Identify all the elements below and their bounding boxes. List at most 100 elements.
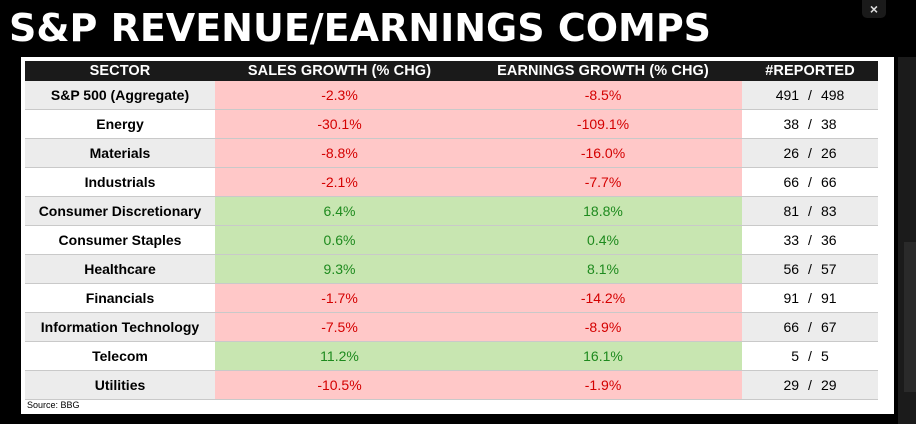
sector-cell: Information Technology xyxy=(25,312,215,342)
reported-separator: / xyxy=(808,377,812,393)
reported-count: 66 xyxy=(783,319,800,335)
sector-cell: S&P 500 (Aggregate) xyxy=(25,81,215,110)
reported-cell: 33 / 36 xyxy=(742,225,878,255)
column-header-earnings-growth: EARNINGS GROWTH (% CHG) xyxy=(464,61,742,81)
reported-total: 5 xyxy=(820,348,829,364)
reported-separator: / xyxy=(808,319,812,335)
table-row: Healthcare 9.3% 8.1% 56 / 57 xyxy=(25,254,878,284)
sales-growth-cell: -2.3% xyxy=(215,81,464,110)
earnings-growth-cell: -7.7% xyxy=(464,167,742,197)
reported-separator: / xyxy=(808,232,812,248)
reported-cell: 66 / 66 xyxy=(742,167,878,197)
earnings-growth-cell: -8.5% xyxy=(464,81,742,110)
column-header-sector: SECTOR xyxy=(25,61,215,81)
table-row: Utilities -10.5% -1.9% 29 / 29 xyxy=(25,370,878,400)
earnings-growth-cell: -14.2% xyxy=(464,283,742,313)
reported-count: 29 xyxy=(783,377,800,393)
reported-separator: / xyxy=(808,145,812,161)
reported-separator: / xyxy=(808,290,812,306)
reported-cell: 491 / 498 xyxy=(742,81,878,110)
reported-total: 38 xyxy=(820,116,837,132)
column-header-sales-growth: SALES GROWTH (% CHG) xyxy=(215,61,464,81)
earnings-growth-cell: -8.9% xyxy=(464,312,742,342)
reported-separator: / xyxy=(808,261,812,277)
earnings-growth-cell: -16.0% xyxy=(464,138,742,168)
sales-growth-cell: -7.5% xyxy=(215,312,464,342)
reported-count: 66 xyxy=(783,174,800,190)
reported-count: 91 xyxy=(783,290,800,306)
reported-cell: 91 / 91 xyxy=(742,283,878,313)
earnings-growth-cell: -109.1% xyxy=(464,109,742,139)
background-scroll-strip xyxy=(904,242,916,392)
earnings-growth-cell: -1.9% xyxy=(464,370,742,400)
sales-growth-cell: 6.4% xyxy=(215,196,464,226)
reported-count: 5 xyxy=(791,348,800,364)
reported-separator: / xyxy=(808,348,812,364)
reported-total: 29 xyxy=(820,377,837,393)
close-icon[interactable]: × xyxy=(862,0,886,18)
sales-growth-cell: -10.5% xyxy=(215,370,464,400)
sales-growth-cell: 9.3% xyxy=(215,254,464,284)
table-row: Consumer Discretionary 6.4% 18.8% 81 / 83 xyxy=(25,196,878,226)
reported-separator: / xyxy=(808,203,812,219)
sector-cell: Industrials xyxy=(25,167,215,197)
reported-total: 91 xyxy=(820,290,837,306)
reported-count: 38 xyxy=(783,116,800,132)
reported-total: 67 xyxy=(820,319,837,335)
reported-total: 66 xyxy=(820,174,837,190)
background-page-edge xyxy=(898,57,916,424)
sector-cell: Consumer Staples xyxy=(25,225,215,255)
title-bar: S&P REVENUE/EARNINGS COMPS xyxy=(0,0,916,57)
earnings-growth-cell: 18.8% xyxy=(464,196,742,226)
sector-cell: Utilities xyxy=(25,370,215,400)
reported-count: 33 xyxy=(783,232,800,248)
reported-total: 498 xyxy=(820,87,845,103)
reported-total: 26 xyxy=(820,145,837,161)
sales-growth-cell: 0.6% xyxy=(215,225,464,255)
earnings-growth-cell: 8.1% xyxy=(464,254,742,284)
table-header-row: SECTOR SALES GROWTH (% CHG) EARNINGS GRO… xyxy=(25,61,878,81)
reported-cell: 5 / 5 xyxy=(742,341,878,371)
reported-separator: / xyxy=(808,116,812,132)
reported-cell: 66 / 67 xyxy=(742,312,878,342)
sales-growth-cell: 11.2% xyxy=(215,341,464,371)
table-row: Materials -8.8% -16.0% 26 / 26 xyxy=(25,138,878,168)
table-row: Information Technology -7.5% -8.9% 66 / 67 xyxy=(25,312,878,342)
reported-cell: 81 / 83 xyxy=(742,196,878,226)
table-body: S&P 500 (Aggregate) -2.3% -8.5% 491 / 498 Ener… xyxy=(25,81,878,400)
sector-cell: Energy xyxy=(25,109,215,139)
sector-cell: Telecom xyxy=(25,341,215,371)
reported-cell: 38 / 38 xyxy=(742,109,878,139)
table-row: Industrials -2.1% -7.7% 66 / 66 xyxy=(25,167,878,197)
chart-title: S&P REVENUE/EARNINGS COMPS xyxy=(9,6,712,50)
reported-cell: 29 / 29 xyxy=(742,370,878,400)
sector-cell: Financials xyxy=(25,283,215,313)
column-header-reported: #REPORTED xyxy=(742,61,878,81)
reported-separator: / xyxy=(808,174,812,190)
sector-cell: Materials xyxy=(25,138,215,168)
table-row: Telecom 11.2% 16.1% 5 / 5 xyxy=(25,341,878,371)
reported-separator: / xyxy=(808,87,812,103)
reported-cell: 26 / 26 xyxy=(742,138,878,168)
sales-growth-cell: -2.1% xyxy=(215,167,464,197)
table-row: S&P 500 (Aggregate) -2.3% -8.5% 491 / 498 xyxy=(25,81,878,110)
table-panel: SECTOR SALES GROWTH (% CHG) EARNINGS GRO… xyxy=(21,57,894,414)
sector-cell: Consumer Discretionary xyxy=(25,196,215,226)
sales-growth-cell: -1.7% xyxy=(215,283,464,313)
reported-total: 57 xyxy=(820,261,837,277)
reported-count: 81 xyxy=(783,203,800,219)
reported-count: 56 xyxy=(783,261,800,277)
table-row: Consumer Staples 0.6% 0.4% 33 / 36 xyxy=(25,225,878,255)
reported-total: 83 xyxy=(820,203,837,219)
reported-count: 491 xyxy=(775,87,800,103)
reported-count: 26 xyxy=(783,145,800,161)
reported-total: 36 xyxy=(820,232,837,248)
reported-cell: 56 / 57 xyxy=(742,254,878,284)
comps-table: SECTOR SALES GROWTH (% CHG) EARNINGS GRO… xyxy=(25,61,878,400)
table-row: Energy -30.1% -109.1% 38 / 38 xyxy=(25,109,878,139)
sales-growth-cell: -30.1% xyxy=(215,109,464,139)
table-row: Financials -1.7% -14.2% 91 / 91 xyxy=(25,283,878,313)
source-note: Source: BBG xyxy=(27,400,80,410)
sector-cell: Healthcare xyxy=(25,254,215,284)
